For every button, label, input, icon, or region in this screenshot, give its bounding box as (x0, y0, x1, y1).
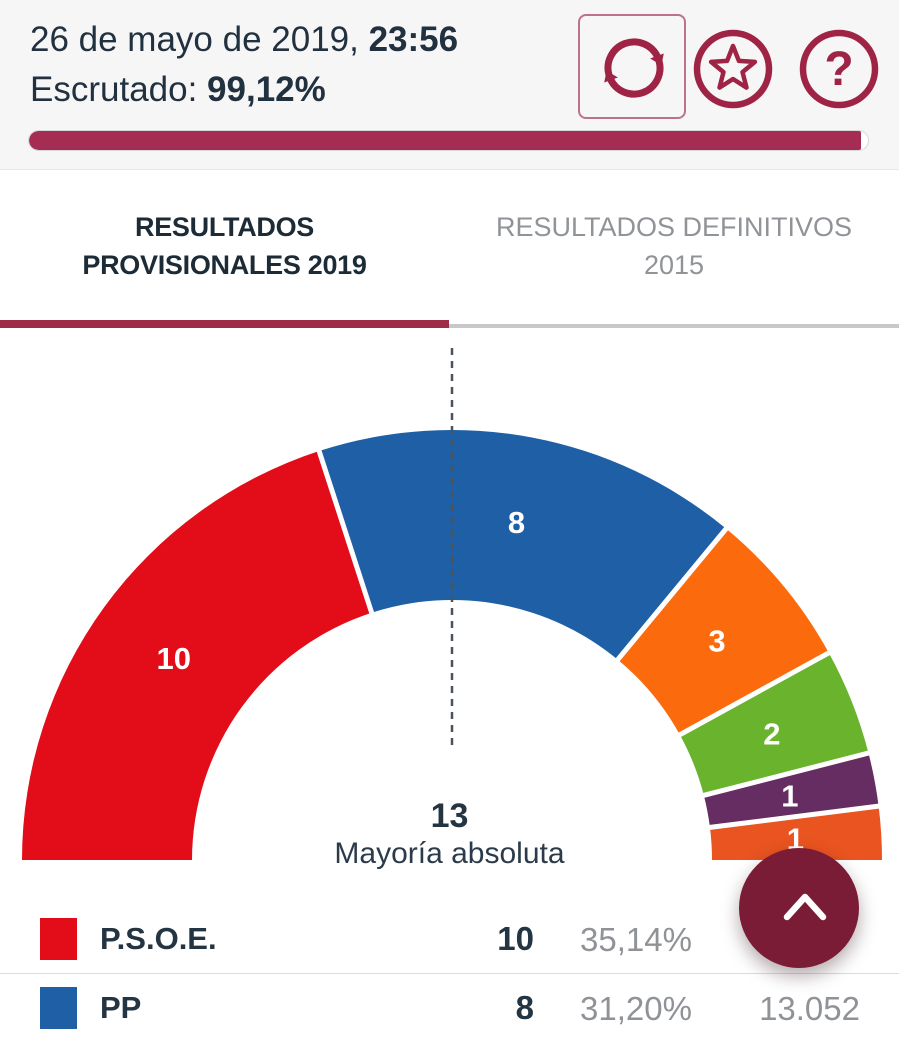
chevron-up-icon (783, 893, 827, 921)
inactive-tab-underline (449, 324, 899, 328)
help-button[interactable]: ? (799, 29, 879, 109)
question-icon: ? (799, 29, 879, 109)
seat-count-label: 8 (508, 505, 525, 540)
escrutado-line: Escrutado: 99,12% (30, 70, 326, 110)
majority-label: Mayoría absoluta (334, 837, 565, 870)
party-name: P.S.O.E. (100, 921, 217, 956)
date-line: 26 de mayo de 2019, 23:56 (30, 20, 458, 60)
seat-segment-3 (617, 528, 829, 735)
majority-block: 13 Mayoría absoluta (0, 796, 899, 872)
refresh-icon (604, 38, 664, 98)
segment-separator (699, 749, 873, 799)
result-row-psoe: P.S.O.E. 10 35,14% (0, 905, 899, 973)
party-percent: 31,20% (580, 990, 692, 1027)
escrutado-label: Escrutado: (30, 70, 208, 109)
tab-label-line2: PROVISIONALES 2019 (82, 249, 367, 280)
tab-label-line2: 2015 (643, 249, 705, 280)
seat-count-label: 2 (763, 716, 780, 751)
segment-separator (613, 524, 731, 665)
scrutiny-progressbar (28, 130, 869, 151)
party-color-swatch (40, 987, 77, 1029)
seat-segment-5 (703, 753, 879, 828)
seat-segment-1 (22, 451, 372, 860)
party-name: PP (100, 990, 142, 1025)
tab-bar: RESULTADOS PROVISIONALES 2019 RESULTADOS… (0, 171, 899, 328)
segment-separator (315, 446, 376, 618)
seat-count-label: 1 (781, 779, 798, 814)
star-icon (693, 29, 773, 109)
seat-segment-6 (709, 806, 882, 860)
scrutiny-progress-fill (29, 131, 861, 150)
seat-count-label: 1 (787, 821, 804, 856)
scroll-to-top-button[interactable] (739, 848, 859, 968)
segment-separator (705, 803, 883, 831)
date-text: 26 de mayo de 2019, (30, 20, 369, 59)
escrutado-value: 99,12% (207, 70, 326, 109)
header: 26 de mayo de 2019, 23:56 Escrutado: 99,… (0, 0, 899, 170)
party-votes: 13.052 (759, 990, 860, 1027)
party-seats: 8 (515, 989, 534, 1026)
seat-segment-2 (319, 430, 727, 660)
tab-resultados-provisionales-2019[interactable]: RESULTADOS PROVISIONALES 2019 (0, 171, 449, 320)
seat-count-label: 10 (156, 641, 190, 676)
majority-seats: 13 (430, 797, 469, 835)
tab-label-line1: RESULTADOS (135, 211, 314, 242)
party-percent: 35,14% (580, 921, 692, 958)
tab-label-line1: RESULTADOS DEFINITIVOS (495, 211, 853, 242)
svg-text:?: ? (824, 43, 853, 96)
favorite-button[interactable] (693, 29, 773, 109)
refresh-button[interactable] (578, 14, 686, 119)
party-color-swatch (40, 918, 77, 960)
seat-segment-4 (679, 652, 869, 796)
segment-separator (675, 648, 834, 739)
results-table: P.S.O.E. 10 35,14% PP 8 31,20% 13.052 (0, 905, 899, 1041)
result-row-pp: PP 8 31,20% 13.052 (0, 973, 899, 1041)
active-tab-underline (0, 320, 449, 328)
tab-resultados-definitivos-2015[interactable]: RESULTADOS DEFINITIVOS 2015 (449, 171, 899, 320)
party-seats: 10 (497, 920, 534, 957)
seat-count-label: 3 (708, 624, 725, 659)
time-text: 23:56 (368, 20, 459, 59)
